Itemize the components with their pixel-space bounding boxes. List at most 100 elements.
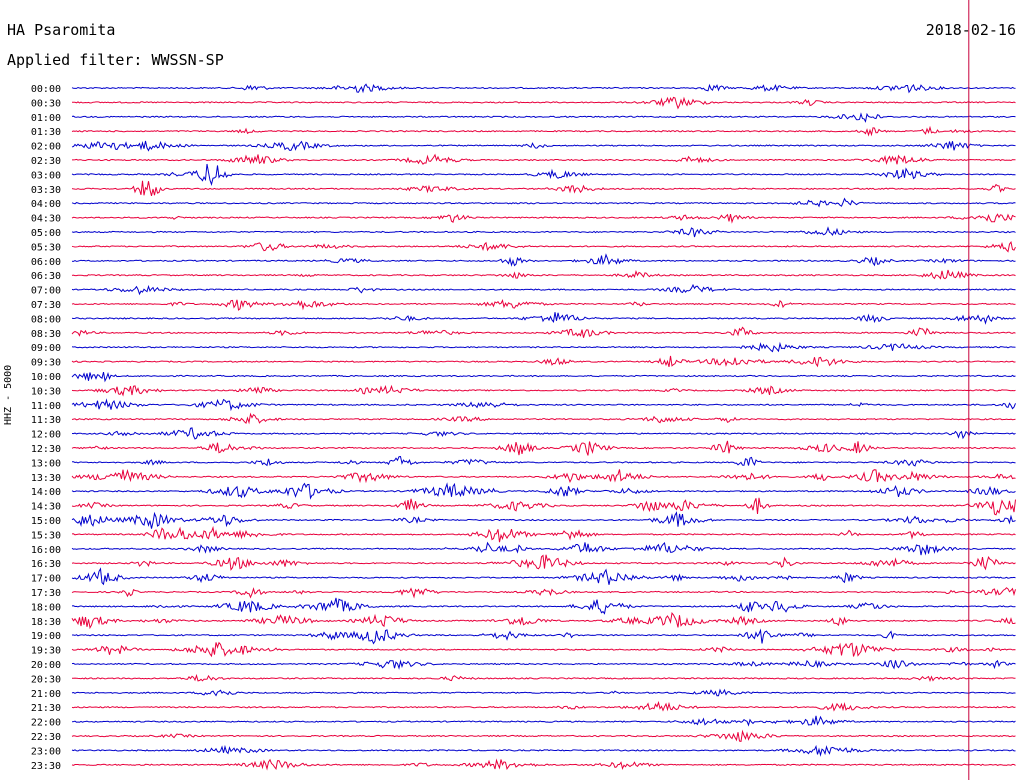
trace-line xyxy=(71,341,1016,353)
row-time-label: 16:00 xyxy=(31,545,61,556)
trace-line xyxy=(71,355,1016,368)
row-time-label: 09:00 xyxy=(31,343,61,354)
trace-line xyxy=(71,197,1016,208)
trace-line xyxy=(71,715,1016,727)
trace-line xyxy=(71,427,1016,440)
trace-line xyxy=(71,641,1016,658)
row-time-label: 07:30 xyxy=(31,300,61,311)
trace-line xyxy=(71,140,1016,152)
trace-line xyxy=(71,673,1016,683)
row-time-label: 13:00 xyxy=(31,458,61,469)
trace-line xyxy=(71,567,1016,586)
row-time-label: 06:00 xyxy=(31,257,61,268)
row-time-label: 17:30 xyxy=(31,588,61,599)
row-time-label: 08:30 xyxy=(31,329,61,340)
row-time-label: 15:30 xyxy=(31,530,61,541)
row-time-label: 09:30 xyxy=(31,358,61,369)
row-time-label: 21:00 xyxy=(31,689,61,700)
date-label: 2018-02-16 xyxy=(925,21,1016,39)
row-time-label: 15:00 xyxy=(31,516,61,527)
trace-line xyxy=(71,482,1016,500)
row-time-label: 12:00 xyxy=(31,430,61,441)
trace-line xyxy=(71,312,1016,325)
trace-line xyxy=(71,83,1016,94)
row-time-label: 20:30 xyxy=(31,674,61,685)
trace-line xyxy=(71,758,1016,771)
trace-line xyxy=(71,541,1016,556)
trace-line xyxy=(71,700,1016,712)
row-time-label: 04:00 xyxy=(31,199,61,210)
row-time-label: 14:30 xyxy=(31,502,61,513)
row-time-label: 11:30 xyxy=(31,415,61,426)
trace-line xyxy=(71,213,1016,224)
row-time-label: 05:00 xyxy=(31,228,61,239)
row-time-label: 22:30 xyxy=(31,732,61,743)
row-time-label: 12:30 xyxy=(31,444,61,455)
trace-line xyxy=(71,525,1016,543)
row-time-label: 14:00 xyxy=(31,487,61,498)
row-time-label: 19:00 xyxy=(31,631,61,642)
trace-line xyxy=(71,611,1016,630)
trace-line xyxy=(71,469,1016,484)
trace-line xyxy=(71,269,1016,280)
row-time-label: 08:00 xyxy=(31,314,61,325)
trace-line xyxy=(71,384,1016,397)
row-time-label: 00:00 xyxy=(31,84,61,95)
trace-line xyxy=(71,241,1016,253)
row-time-label: 07:00 xyxy=(31,286,61,297)
row-time-label: 23:30 xyxy=(31,761,61,772)
row-time-label: 17:00 xyxy=(31,574,61,585)
row-time-label: 23:00 xyxy=(31,746,61,757)
trace-line xyxy=(72,455,1016,467)
row-time-label: 20:00 xyxy=(31,660,61,671)
row-time-label: 16:30 xyxy=(31,559,61,570)
trace-line xyxy=(71,659,1016,670)
row-time-label: 02:00 xyxy=(31,142,61,153)
trace-line xyxy=(71,412,1016,425)
trace-line xyxy=(71,440,1016,456)
row-time-label: 00:30 xyxy=(31,98,61,109)
trace-line xyxy=(71,180,1016,197)
row-time-label: 13:30 xyxy=(31,473,61,484)
trace-line xyxy=(72,153,1016,165)
trace-line xyxy=(71,371,1016,383)
row-time-label: 10:00 xyxy=(31,372,61,383)
row-time-label: 01:30 xyxy=(31,127,61,138)
row-time-label: 11:00 xyxy=(31,401,61,412)
trace-line xyxy=(71,299,1016,311)
trace-line xyxy=(71,163,1016,187)
row-time-label: 01:00 xyxy=(31,113,61,124)
trace-line xyxy=(71,587,1016,599)
trace-line xyxy=(71,597,1016,615)
trace-line xyxy=(71,511,1016,529)
trace-line xyxy=(71,326,1016,338)
row-time-label: 02:30 xyxy=(31,156,61,167)
trace-line xyxy=(71,744,1016,757)
row-time-label: 18:00 xyxy=(31,602,61,613)
station-title: HA Psaromita xyxy=(7,21,116,39)
trace-line xyxy=(71,398,1016,412)
trace-line xyxy=(71,554,1016,571)
trace-line xyxy=(71,497,1016,516)
row-time-label: 18:30 xyxy=(31,617,61,628)
trace-line xyxy=(71,253,1016,267)
filter-label: Applied filter: WWSSN-SP xyxy=(7,51,224,69)
row-time-label: 03:00 xyxy=(31,170,61,181)
trace-line xyxy=(71,283,1016,296)
trace-line xyxy=(71,112,1016,123)
trace-line xyxy=(71,96,1016,110)
trace-line xyxy=(72,628,1016,645)
trace-line xyxy=(71,688,1016,697)
row-time-label: 19:30 xyxy=(31,646,61,657)
row-time-label: 21:30 xyxy=(31,703,61,714)
trace-line xyxy=(71,729,1016,742)
trace-line xyxy=(71,125,1016,137)
row-time-label: 06:30 xyxy=(31,271,61,282)
row-time-label: 04:30 xyxy=(31,214,61,225)
row-time-label: 03:30 xyxy=(31,185,61,196)
row-time-label: 10:30 xyxy=(31,386,61,397)
row-time-label: 22:00 xyxy=(31,718,61,729)
trace-line xyxy=(71,226,1016,238)
